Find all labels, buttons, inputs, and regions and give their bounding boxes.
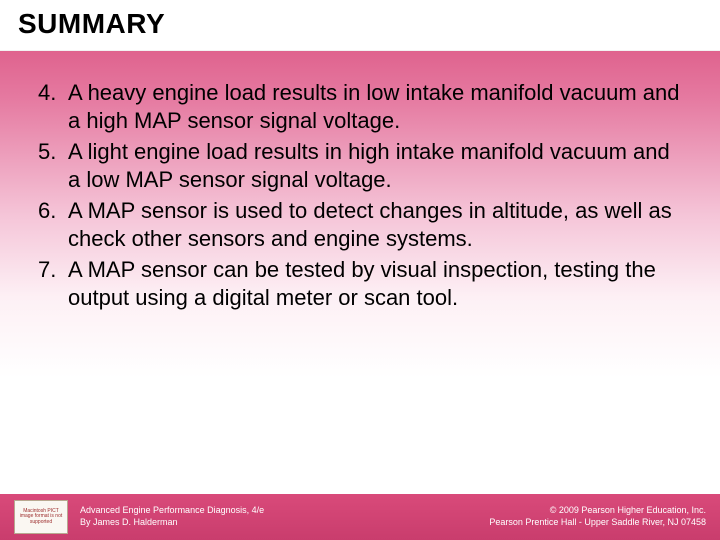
item-text: A heavy engine load results in low intak… bbox=[68, 79, 682, 134]
copyright: © 2009 Pearson Higher Education, Inc. bbox=[489, 505, 706, 517]
item-text: A MAP sensor is used to detect changes i… bbox=[68, 197, 682, 252]
list-item: 6. A MAP sensor is used to detect change… bbox=[38, 197, 682, 252]
book-title: Advanced Engine Performance Diagnosis, 4… bbox=[80, 505, 489, 517]
author: By James D. Halderman bbox=[80, 517, 489, 529]
footer-left-text: Advanced Engine Performance Diagnosis, 4… bbox=[80, 505, 489, 528]
image-placeholder-icon: Macintosh PICT image format is not suppo… bbox=[14, 500, 68, 534]
item-text: A light engine load results in high inta… bbox=[68, 138, 682, 193]
list-item: 7. A MAP sensor can be tested by visual … bbox=[38, 256, 682, 311]
item-number: 5. bbox=[38, 138, 68, 193]
publisher: Pearson Prentice Hall - Upper Saddle Riv… bbox=[489, 517, 706, 529]
item-number: 6. bbox=[38, 197, 68, 252]
title-bar: SUMMARY bbox=[0, 0, 720, 51]
content-area: 4. A heavy engine load results in low in… bbox=[0, 51, 720, 311]
item-number: 4. bbox=[38, 79, 68, 134]
footer-bar: Macintosh PICT image format is not suppo… bbox=[0, 494, 720, 540]
item-text: A MAP sensor can be tested by visual ins… bbox=[68, 256, 682, 311]
list-item: 5. A light engine load results in high i… bbox=[38, 138, 682, 193]
list-item: 4. A heavy engine load results in low in… bbox=[38, 79, 682, 134]
page-title: SUMMARY bbox=[18, 8, 702, 40]
footer-right-text: © 2009 Pearson Higher Education, Inc. Pe… bbox=[489, 505, 706, 528]
summary-list: 4. A heavy engine load results in low in… bbox=[38, 79, 682, 311]
item-number: 7. bbox=[38, 256, 68, 311]
